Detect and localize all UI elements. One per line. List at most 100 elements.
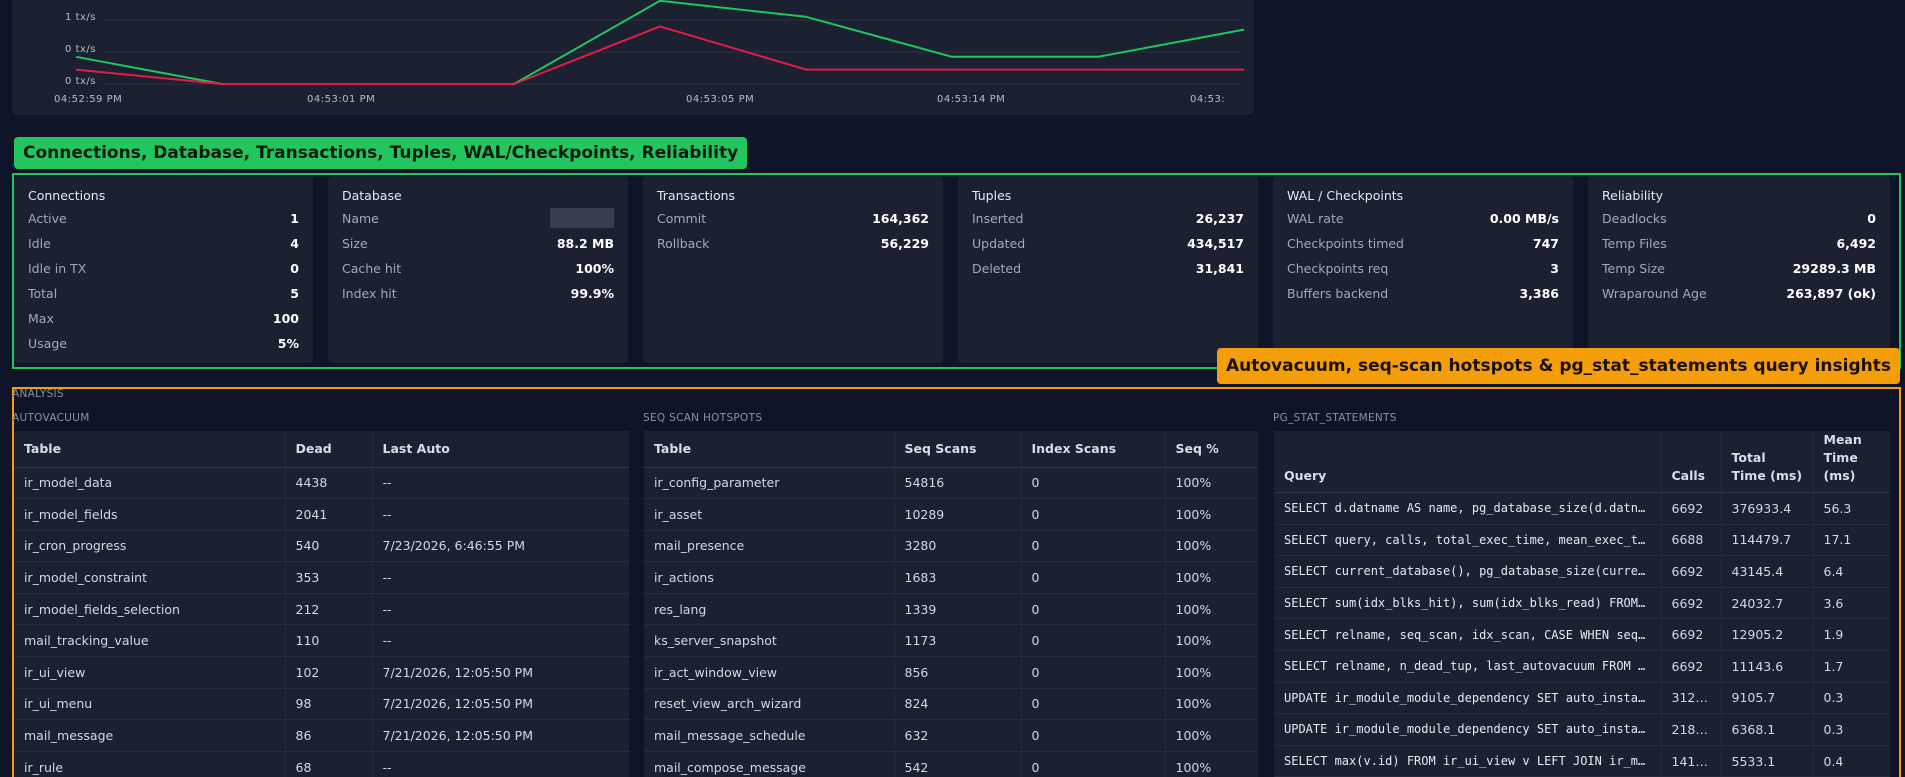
table-cell: SELECT d.datname AS name, pg_database_si… [1274, 492, 1661, 525]
stat-value: 3 [1550, 261, 1559, 276]
stat-card-tuples: Tuples Inserted 26,237 Updated 434,517 Del… [958, 176, 1258, 363]
stat-value: 0 [290, 261, 299, 276]
column-header[interactable]: Seq % [1164, 431, 1258, 468]
stat-row: Temp Size 29289.3 MB [1602, 261, 1876, 286]
table-cell: SELECT query, calls, total_exec_time, me… [1274, 524, 1661, 557]
analysis-heading: ANALYSIS [12, 388, 64, 400]
stats-highlight-box [12, 173, 1901, 369]
seqscan-row[interactable]: mail_presence 3280 0 100% [644, 530, 1258, 563]
autovacuum-row[interactable]: ir_cron_progress 540 7/23/2026, 6:46:55 PM [14, 530, 629, 563]
stat-value: 3,386 [1519, 286, 1559, 301]
table-cell: SELECT max(v.id) FROM ir_ui_view v LEFT … [1274, 745, 1661, 777]
stat-label: Buffers backend [1287, 286, 1389, 301]
seqscan-row[interactable]: ks_server_snapshot 1173 0 100% [644, 624, 1258, 658]
column-header[interactable]: Index Scans [1020, 431, 1165, 468]
table-cell: UPDATE ir_module_module_dependency SET a… [1274, 713, 1661, 746]
column-header[interactable]: Dead [284, 431, 372, 468]
autovacuum-row[interactable]: ir_model_fields_selection 212 -- [14, 593, 629, 626]
table-cell: reset_view_arch_wizard [644, 688, 894, 721]
table-cell: 6688 [1660, 524, 1721, 557]
analysis-callout: Autovacuum, seq-scan hotspots & pg_stat_… [1217, 348, 1900, 384]
column-header[interactable]: Table [644, 431, 894, 468]
query-row[interactable]: UPDATE ir_module_module_dependency SET a… [1274, 682, 1890, 715]
table-cell: mail_message_schedule [644, 719, 894, 752]
table-cell: 0 [1020, 719, 1165, 752]
stat-card-connections: Connections Active 1 Idle 4 Idle in TX 0 To… [14, 176, 313, 363]
query-row[interactable]: SELECT relname, seq_scan, idx_scan, CASE… [1274, 618, 1890, 651]
card-title: Connections [28, 188, 106, 203]
seqscan-label: SEQ SCAN HOTSPOTS [643, 412, 763, 424]
stat-row: Checkpoints timed 747 [1287, 236, 1559, 261]
autovacuum-row[interactable]: mail_message 86 7/21/2026, 12:05:50 PM [14, 719, 629, 752]
seqscan-row[interactable]: mail_compose_message 542 0 100% [644, 751, 1258, 777]
seqscan-row[interactable]: ir_asset 10289 0 100% [644, 498, 1258, 531]
seqscan-row[interactable]: ir_act_window_view 856 0 100% [644, 656, 1258, 689]
stat-value: 5 [290, 286, 299, 301]
query-row[interactable]: SELECT d.datname AS name, pg_database_si… [1274, 492, 1890, 525]
table-cell: 1.9 [1812, 618, 1890, 651]
table-cell: ir_actions [644, 561, 894, 594]
table-cell: mail_message [14, 719, 285, 752]
table-cell: 0.3 [1812, 682, 1890, 715]
table-cell: 7/21/2026, 12:05:50 PM [371, 656, 629, 689]
table-cell: 540 [284, 530, 372, 563]
stat-label: WAL rate [1287, 211, 1344, 226]
column-header[interactable]: Query [1274, 431, 1661, 493]
column-header[interactable]: Seq Scans [893, 431, 1021, 468]
query-row[interactable]: UPDATE ir_module_module_dependency SET a… [1274, 713, 1890, 746]
series-line-1 [75, 25, 1244, 85]
table-cell: 6692 [1660, 555, 1721, 588]
table-cell: 100% [1164, 719, 1258, 752]
autovacuum-table: Table Dead Last Auto ir_model_data 4438 --… [14, 431, 629, 777]
query-row[interactable]: SELECT sum(idx_blks_hit), sum(idx_blks_r… [1274, 587, 1890, 620]
chart-plot [75, 0, 1245, 85]
autovacuum-row[interactable]: ir_ui_menu 98 7/21/2026, 12:05:50 PM [14, 688, 629, 721]
query-row[interactable]: SELECT query, calls, total_exec_time, me… [1274, 524, 1890, 557]
autovacuum-row[interactable]: ir_model_fields 2041 -- [14, 498, 629, 531]
column-header[interactable]: Calls [1660, 431, 1721, 493]
seqscan-row[interactable]: ir_actions 1683 0 100% [644, 561, 1258, 594]
table-cell: 3.6 [1812, 587, 1890, 620]
column-header[interactable]: Table [14, 431, 285, 468]
table-cell: 11143.6 [1720, 650, 1813, 683]
table-cell: 1683 [893, 561, 1021, 594]
y-tick-label: 0 tx/s [65, 44, 96, 55]
table-cell: 7/21/2026, 12:05:50 PM [371, 688, 629, 721]
stat-row: Wraparound Age 263,897 (ok) [1602, 286, 1876, 311]
table-cell: ir_model_fields [14, 498, 285, 531]
table-cell: 7/23/2026, 6:46:55 PM [371, 530, 629, 563]
table-cell: 0 [1020, 593, 1165, 626]
table-cell: -- [371, 624, 629, 658]
query-row[interactable]: SELECT max(v.id) FROM ir_ui_view v LEFT … [1274, 745, 1890, 777]
column-header[interactable]: Last Auto [371, 431, 629, 468]
stat-row: Idle 4 [28, 236, 299, 261]
stat-card-transactions: Transactions Commit 164,362 Rollback 56,22… [643, 176, 943, 363]
table-cell: 0 [1020, 624, 1165, 658]
stat-row: Deleted 31,841 [972, 261, 1244, 286]
query-row[interactable]: SELECT relname, n_dead_tup, last_autovac… [1274, 650, 1890, 683]
table-cell: SELECT relname, seq_scan, idx_scan, CASE… [1274, 618, 1661, 651]
card-title: Transactions [657, 188, 736, 203]
autovacuum-row[interactable]: ir_model_data 4438 -- [14, 467, 629, 500]
seqscan-row[interactable]: mail_message_schedule 632 0 100% [644, 719, 1258, 752]
y-tick-label: 1 tx/s [65, 12, 96, 23]
column-header[interactable]: Mean Time (ms) [1812, 431, 1890, 493]
seqscan-row[interactable]: reset_view_arch_wizard 824 0 100% [644, 688, 1258, 721]
table-cell: 6692 [1660, 492, 1721, 525]
x-tick-label: 04:52:59 PM [54, 94, 123, 105]
table-cell: 100% [1164, 561, 1258, 594]
autovacuum-row[interactable]: ir_ui_view 102 7/21/2026, 12:05:50 PM [14, 656, 629, 689]
table-cell: ir_model_fields_selection [14, 593, 285, 626]
seqscan-row[interactable]: res_lang 1339 0 100% [644, 593, 1258, 626]
seqscan-row[interactable]: ir_config_parameter 54816 0 100% [644, 467, 1258, 500]
table-cell: SELECT sum(idx_blks_hit), sum(idx_blks_r… [1274, 587, 1661, 620]
query-row[interactable]: SELECT current_database(), pg_database_s… [1274, 555, 1890, 588]
pgstat-label: PG_STAT_STATEMENTS [1273, 412, 1397, 424]
table-cell: 542 [893, 751, 1021, 777]
table-cell: 632 [893, 719, 1021, 752]
autovacuum-row[interactable]: mail_tracking_value 110 -- [14, 624, 629, 658]
table-cell: 56.3 [1812, 492, 1890, 525]
column-header[interactable]: Total Time (ms) [1720, 431, 1813, 493]
autovacuum-row[interactable]: ir_model_constraint 353 -- [14, 561, 629, 594]
autovacuum-row[interactable]: ir_rule 68 -- [14, 751, 629, 777]
